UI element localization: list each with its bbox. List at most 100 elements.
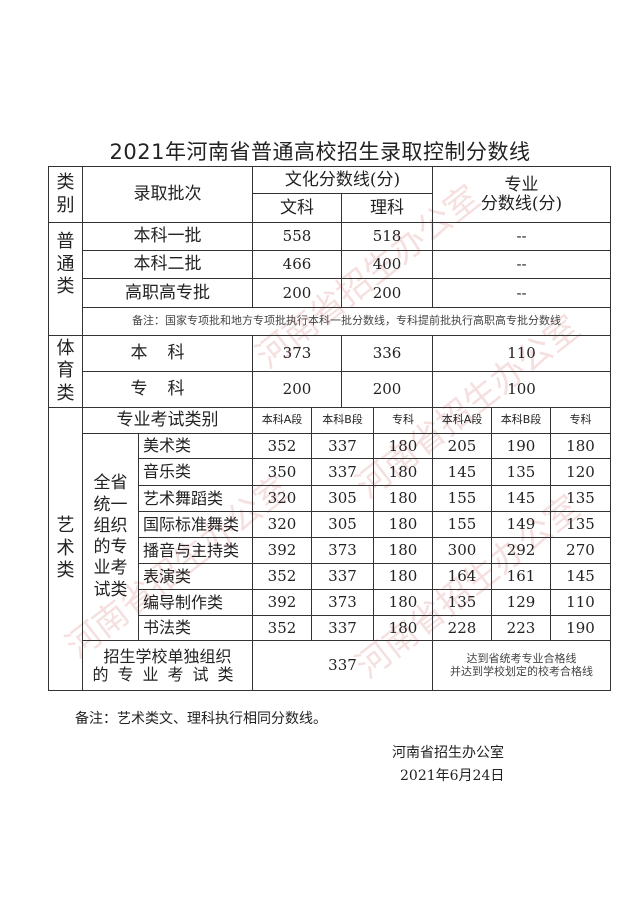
major-score: 149	[491, 511, 551, 538]
arts-score: 373	[252, 335, 342, 372]
table-row: 书法类 352 337 180 228 223 190	[49, 615, 611, 641]
major-score: 110	[550, 589, 611, 616]
culture-score: 352	[252, 433, 312, 459]
major-score: 300	[432, 537, 492, 564]
table-row: 艺术舞蹈类 320 305 180 155 145 135	[49, 485, 611, 512]
category-art: 艺术类	[48, 407, 83, 691]
major-score: 155	[432, 485, 492, 512]
major-score: 164	[432, 563, 492, 590]
science-score: 200	[340, 278, 434, 308]
header-arts: 文科	[252, 193, 342, 223]
col-header: 本科A段	[252, 407, 312, 434]
major-score: --	[432, 278, 612, 308]
arts-score: 200	[252, 278, 342, 308]
school-exam-label: 招生学校单独组织 的专业考试类	[82, 640, 253, 691]
header-science: 理科	[340, 193, 434, 223]
culture-score: 373	[311, 589, 374, 616]
culture-score: 392	[252, 589, 312, 616]
major-score: 270	[550, 537, 611, 564]
col-header: 专科	[373, 407, 433, 434]
major-score: 145	[550, 563, 611, 590]
culture-score: 337	[311, 563, 374, 590]
science-score: 200	[340, 371, 434, 408]
score-table-art: 艺术类 专业考试类别 本科A段 本科B段 专科 本科A段 本科B段 专科 全省统…	[48, 407, 611, 691]
score-table-top: 类别 录取批次 文化分数线(分) 专业 分数线(分) 文科 理科 普通类 本科一批…	[48, 166, 612, 408]
culture-score: 337	[311, 458, 374, 486]
school-culture-score: 337	[252, 640, 433, 691]
culture-score: 352	[252, 615, 312, 641]
issuer: 河南省招生办公室	[392, 745, 504, 761]
table-row: 国际标准舞类 320 305 180 155 149 135	[49, 511, 611, 538]
culture-score: 337	[311, 615, 374, 641]
major-score: 228	[432, 615, 492, 641]
batch-name: 高职高专批	[82, 278, 253, 308]
header-culture: 文化分数线(分)	[251, 166, 434, 194]
exam-type-name: 艺术舞蹈类	[138, 485, 253, 512]
culture-score: 180	[373, 563, 433, 590]
header-batch: 录取批次	[82, 166, 253, 223]
table-row: 全省统一组织的专业考试类 美术类 352 337 180 205 190 180	[49, 433, 611, 641]
major-score: 223	[491, 615, 551, 641]
header-major: 专业 分数线(分)	[432, 166, 612, 223]
culture-score: 180	[373, 433, 433, 459]
major-score: 100	[432, 371, 612, 408]
footer-note: 备注：艺术类文、理科执行相同分数线。	[75, 711, 327, 727]
major-score: 205	[432, 433, 492, 459]
major-score: 120	[550, 458, 611, 486]
exam-type-name: 播音与主持类	[138, 537, 253, 564]
exam-type-name: 国际标准舞类	[138, 511, 253, 538]
batch-name: 本科一批	[82, 222, 253, 251]
exam-type-name: 表演类	[138, 563, 253, 590]
culture-score: 350	[252, 458, 312, 486]
major-score: 135	[550, 485, 611, 512]
science-score: 400	[340, 250, 434, 279]
culture-score: 337	[311, 433, 374, 459]
major-score: 110	[432, 335, 612, 372]
culture-score: 305	[311, 511, 374, 538]
header-exam-type: 专业考试类别	[82, 407, 253, 434]
culture-score: 180	[373, 511, 433, 538]
col-header: 本科A段	[432, 407, 492, 434]
major-score: 129	[491, 589, 551, 616]
culture-score: 352	[252, 563, 312, 590]
culture-score: 373	[311, 537, 374, 564]
major-score: 135	[491, 458, 551, 486]
arts-score: 200	[252, 371, 342, 408]
major-score: --	[432, 250, 612, 279]
batch-name: 专科	[82, 371, 253, 408]
culture-score: 180	[373, 615, 433, 641]
exam-type-name: 音乐类	[138, 458, 253, 486]
major-score: 145	[491, 485, 551, 512]
issue-date: 2021年6月24日	[400, 768, 505, 784]
culture-score: 180	[373, 458, 433, 486]
culture-score: 180	[373, 537, 433, 564]
col-header: 本科B段	[491, 407, 551, 434]
table-row: 播音与主持类 392 373 180 300 292 270	[49, 537, 611, 564]
general-note: 备注：国家专项批和地方专项批执行本科一批分数线，专科提前批执行高职高专批分数线	[81, 307, 612, 336]
major-score: 190	[491, 433, 551, 459]
science-score: 336	[340, 335, 434, 372]
header-category: 类别	[48, 166, 83, 223]
table-row: 编导制作类 392 373 180 135 129 110	[49, 589, 611, 616]
category-sports: 体育类	[48, 335, 83, 408]
table-row: 招生学校单独组织 的专业考试类 337 达到省统考专业合格线 并达到学校划定的校考合格线	[49, 640, 611, 691]
arts-score: 558	[252, 222, 342, 251]
culture-score: 180	[373, 589, 433, 616]
col-header: 本科B段	[311, 407, 374, 434]
culture-score: 180	[373, 485, 433, 512]
major-score: 155	[432, 511, 492, 538]
culture-score: 320	[252, 511, 312, 538]
exam-type-name: 编导制作类	[138, 589, 253, 616]
major-score: 180	[550, 433, 611, 459]
major-score: 292	[491, 537, 551, 564]
major-score: 135	[550, 511, 611, 538]
exam-type-name: 美术类	[138, 433, 253, 459]
exam-type-name: 书法类	[138, 615, 253, 641]
culture-score: 320	[252, 485, 312, 512]
page-title: 2021年河南省普通高校招生录取控制分数线	[109, 140, 531, 164]
major-score: 190	[550, 615, 611, 641]
col-header: 专科	[550, 407, 611, 434]
science-score: 518	[340, 222, 434, 251]
culture-score: 392	[252, 537, 312, 564]
table-row: 音乐类 350 337 180 145 135 120	[49, 458, 611, 486]
